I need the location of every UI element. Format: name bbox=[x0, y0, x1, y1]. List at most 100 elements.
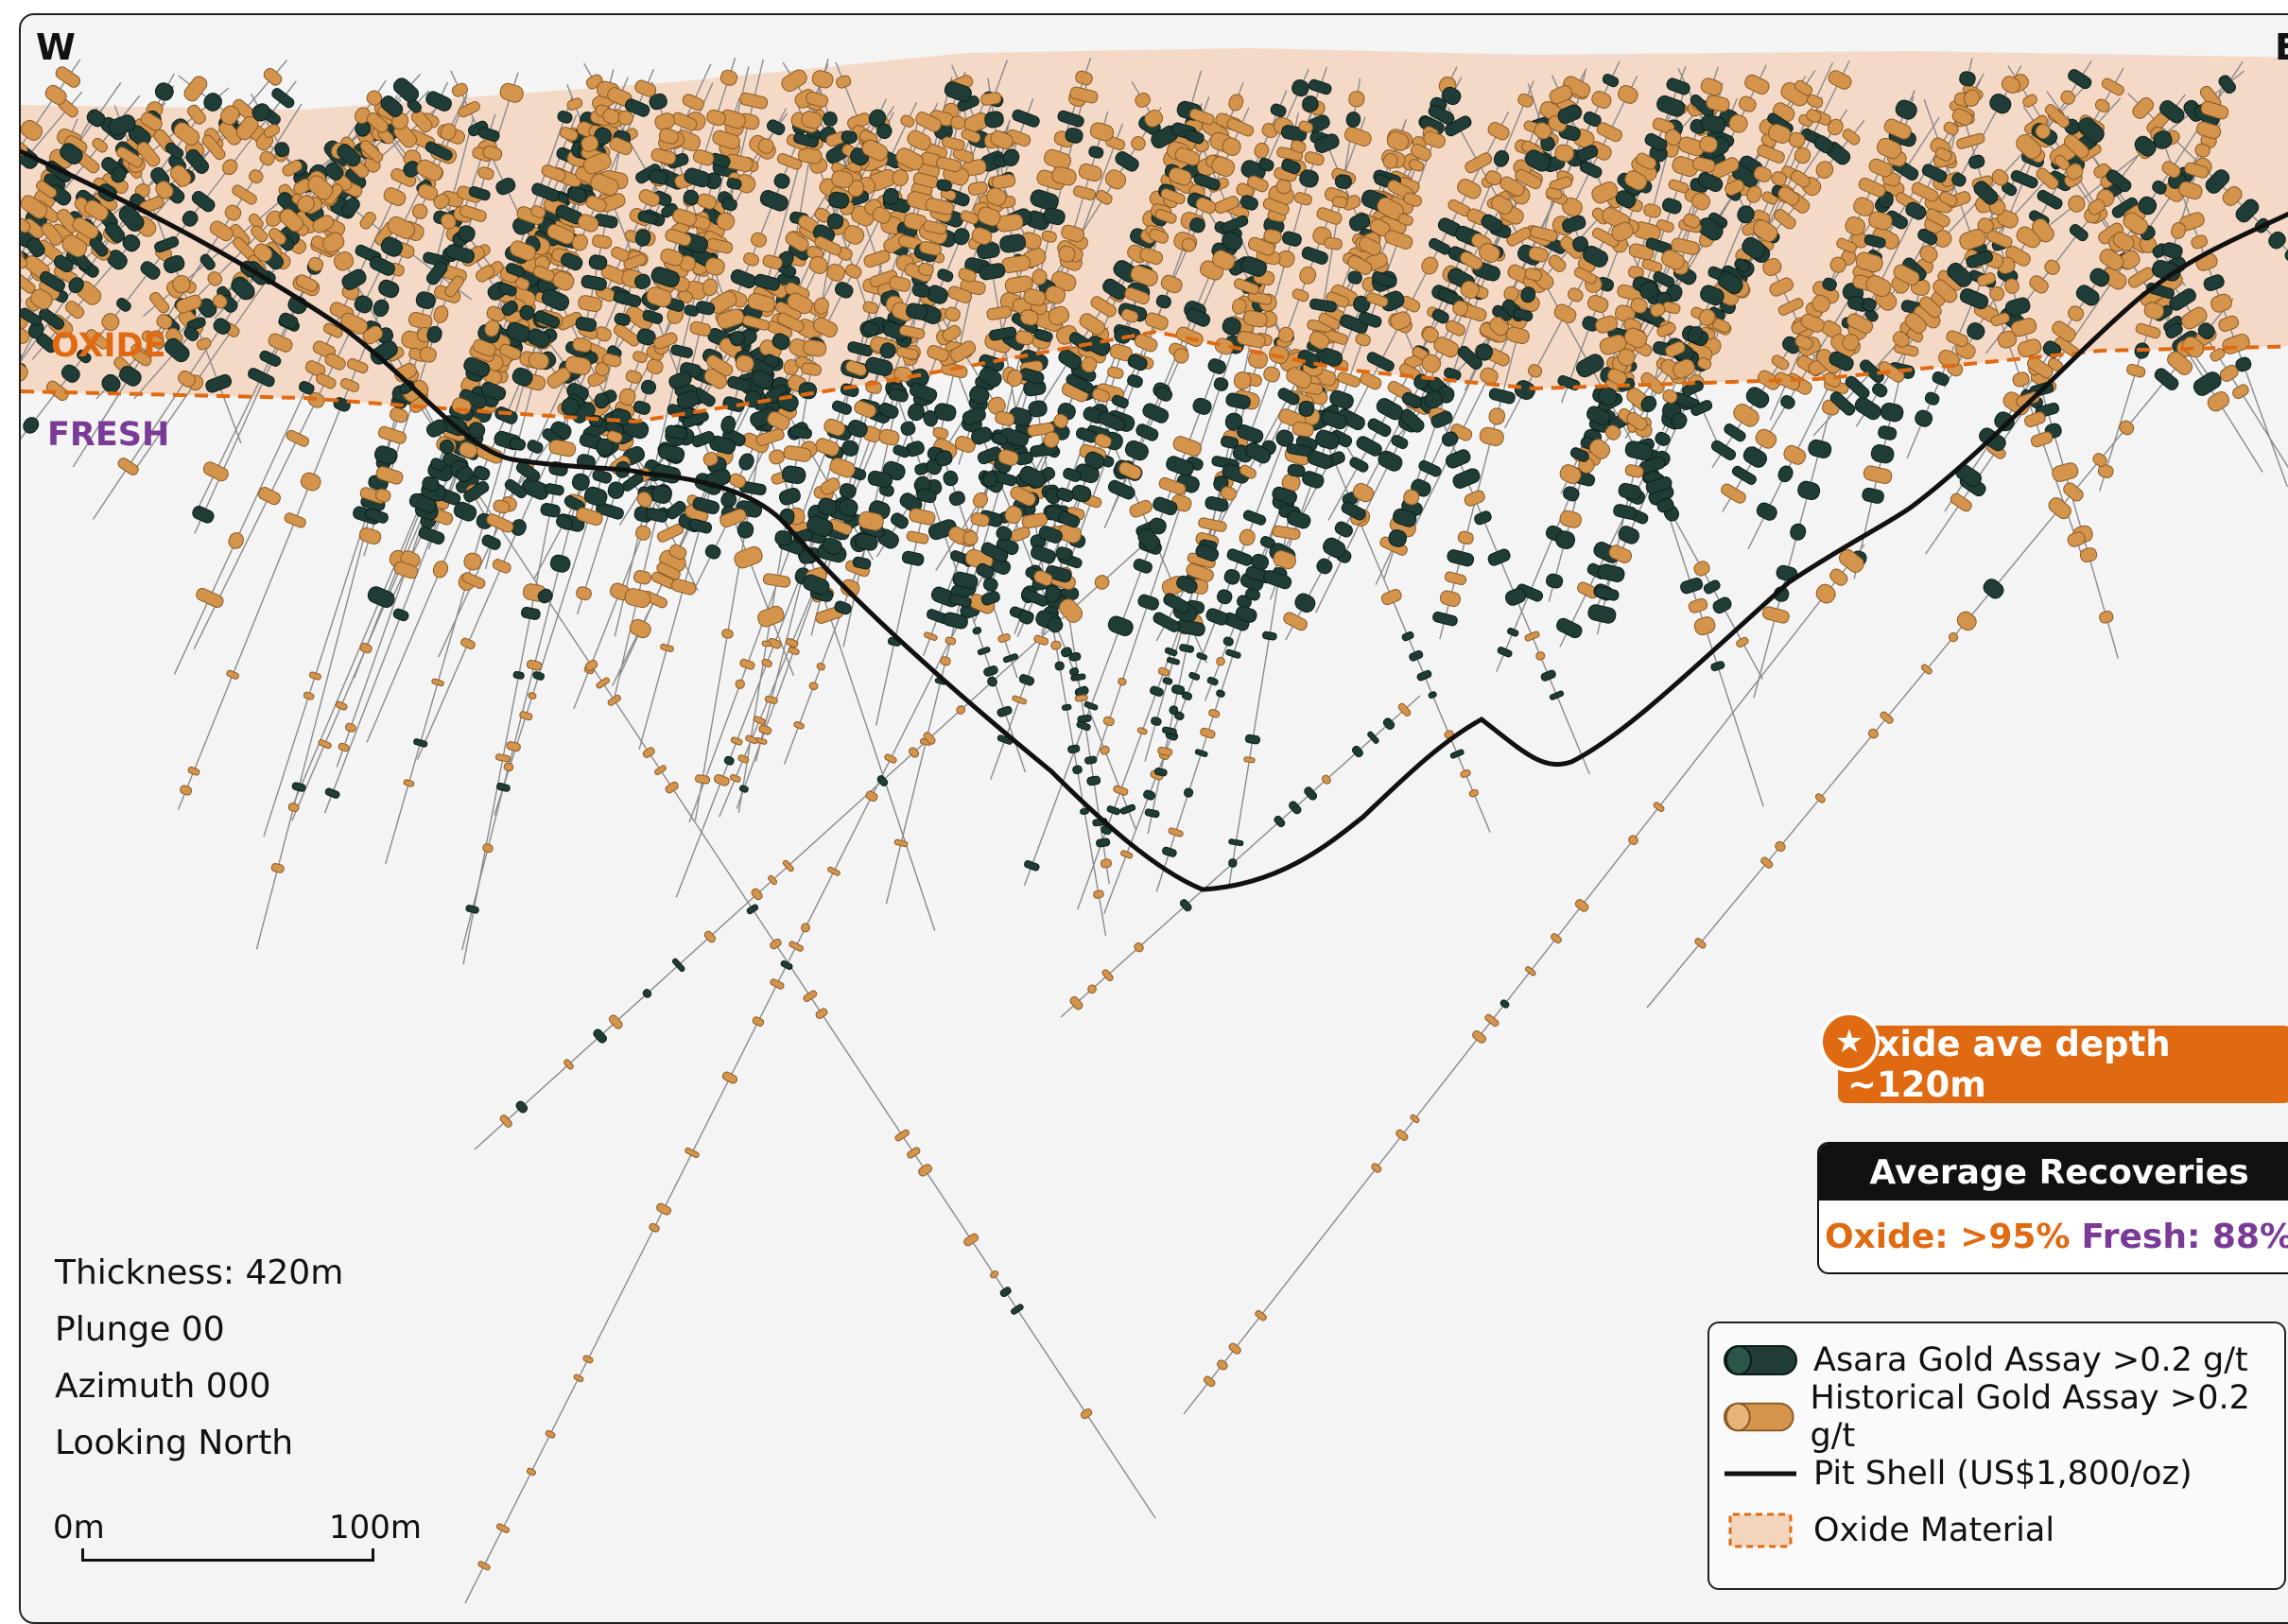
assay-interval bbox=[1868, 211, 1893, 231]
assay-interval bbox=[894, 1129, 910, 1142]
compass-west: W bbox=[36, 26, 76, 68]
assay-interval bbox=[1613, 504, 1638, 520]
assay-interval bbox=[1829, 568, 1848, 586]
cross-section-drawing bbox=[21, 48, 2288, 1604]
assay-interval bbox=[1012, 695, 1028, 705]
assay-interval bbox=[685, 1147, 700, 1159]
assay-interval bbox=[738, 785, 749, 793]
assay-interval bbox=[1213, 377, 1229, 391]
assay-interval bbox=[778, 487, 801, 506]
assay-interval bbox=[1493, 149, 1510, 167]
assay-interval bbox=[801, 923, 810, 933]
assay-interval bbox=[738, 453, 754, 471]
assay-interval bbox=[495, 1523, 511, 1533]
assay-interval bbox=[1371, 1163, 1382, 1173]
assay-interval bbox=[1048, 305, 1070, 326]
assay-interval bbox=[1563, 486, 1580, 502]
assay-interval bbox=[383, 187, 407, 207]
assay-interval bbox=[1179, 644, 1195, 653]
oxide-depth-callout: Oxide ave depth ~120m bbox=[1838, 1024, 2288, 1105]
assay-interval bbox=[596, 677, 611, 689]
assay-interval bbox=[933, 403, 957, 422]
assay-interval bbox=[338, 742, 350, 752]
assay-interval bbox=[1488, 388, 1516, 405]
compass-east: E bbox=[2275, 26, 2288, 68]
assay-interval bbox=[752, 1016, 765, 1027]
assay-interval bbox=[1196, 652, 1208, 661]
assay-interval bbox=[788, 647, 800, 656]
assay-interval bbox=[1956, 611, 1977, 631]
assay-interval bbox=[1487, 121, 1510, 141]
assay-interval bbox=[962, 406, 986, 425]
assay-interval bbox=[92, 137, 109, 153]
assay-interval bbox=[769, 449, 785, 465]
assay-interval bbox=[1217, 1359, 1228, 1371]
assay-interval bbox=[1207, 358, 1226, 374]
assay-interval bbox=[1127, 373, 1143, 389]
assay-interval bbox=[729, 773, 741, 783]
assay-interval bbox=[2052, 462, 2079, 482]
assay-interval bbox=[1010, 526, 1031, 542]
assay-interval bbox=[1653, 802, 1665, 813]
assay-interval bbox=[1484, 1013, 1499, 1028]
assay-interval bbox=[735, 679, 745, 689]
assay-interval bbox=[1870, 444, 1895, 464]
assay-interval bbox=[249, 169, 264, 184]
assay-interval bbox=[1777, 298, 1804, 316]
assay-interval bbox=[714, 774, 730, 786]
assay-interval bbox=[1107, 479, 1135, 500]
assay-interval bbox=[1712, 596, 1732, 614]
drill-hole-trace bbox=[987, 78, 1110, 885]
assay-interval bbox=[287, 803, 300, 813]
assay-interval bbox=[366, 90, 383, 106]
assay-interval bbox=[1084, 755, 1098, 765]
assay-interval bbox=[463, 552, 482, 571]
assay-interval bbox=[494, 753, 511, 763]
drill-hole-trace bbox=[1111, 90, 1288, 511]
assay-interval bbox=[268, 333, 293, 353]
assay-interval bbox=[907, 1147, 921, 1159]
assay-interval bbox=[526, 659, 543, 671]
assay-interval bbox=[1853, 197, 1875, 216]
assay-interval bbox=[359, 642, 373, 654]
assay-interval bbox=[847, 341, 874, 357]
assay-interval bbox=[1710, 157, 1740, 179]
assay-interval bbox=[823, 418, 846, 437]
cross-section-frame: W E OXIDE FRESH Thickness: 420m Plunge 0… bbox=[19, 13, 2288, 1624]
assay-interval bbox=[303, 691, 315, 700]
assay-interval bbox=[808, 682, 819, 691]
assay-interval bbox=[1222, 636, 1234, 647]
assay-interval bbox=[545, 1429, 556, 1439]
assay-interval bbox=[2068, 195, 2086, 213]
assay-interval bbox=[1226, 548, 1253, 566]
assay-interval bbox=[284, 512, 306, 528]
assay-interval bbox=[923, 410, 938, 427]
assay-interval bbox=[836, 75, 852, 89]
assay-interval bbox=[1756, 502, 1777, 521]
assay-interval bbox=[1028, 400, 1048, 418]
assay-interval bbox=[1516, 583, 1544, 602]
assay-interval bbox=[746, 904, 759, 915]
assay-interval bbox=[1806, 94, 1824, 109]
assay-interval bbox=[2268, 231, 2286, 250]
assay-interval bbox=[418, 526, 445, 545]
oxide-recovery: Oxide: >95% bbox=[1824, 1217, 2071, 1256]
assay-interval bbox=[1077, 714, 1092, 723]
assay-interval bbox=[1771, 354, 1790, 371]
assay-interval bbox=[1118, 461, 1142, 480]
assay-interval bbox=[1242, 510, 1267, 526]
assay-interval bbox=[154, 82, 174, 101]
assay-interval bbox=[999, 1287, 1012, 1298]
assay-interval bbox=[1755, 428, 1777, 449]
assay-interval bbox=[1790, 523, 1807, 541]
assay-interval bbox=[751, 232, 768, 248]
assay-interval bbox=[1736, 636, 1749, 648]
plunge-text: Plunge 00 bbox=[55, 1310, 225, 1349]
assay-interval bbox=[2218, 75, 2236, 95]
assay-interval bbox=[1337, 371, 1361, 388]
assay-interval bbox=[723, 755, 735, 766]
assay-interval bbox=[392, 608, 409, 622]
assay-interval bbox=[156, 314, 173, 330]
assay-interval bbox=[271, 88, 295, 109]
assay-interval bbox=[730, 736, 743, 746]
